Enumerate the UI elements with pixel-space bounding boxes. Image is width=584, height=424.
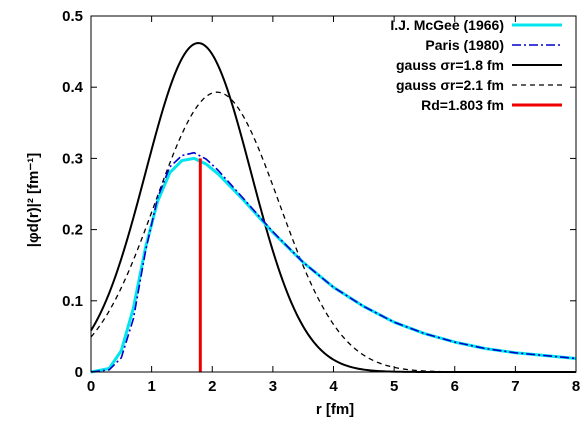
axes bbox=[90, 15, 577, 373]
x-tick-label: 8 bbox=[572, 378, 580, 395]
x-tick-label: 2 bbox=[208, 378, 216, 395]
y-tick-label: 0.5 bbox=[62, 8, 83, 25]
y-tick-label: 0.3 bbox=[62, 150, 83, 167]
x-tick-label: 1 bbox=[147, 378, 155, 395]
legend-label-4: Rd=1.803 fm bbox=[421, 97, 504, 113]
x-tick-label: 4 bbox=[329, 378, 338, 395]
series-line-1 bbox=[90, 151, 577, 373]
x-tick-label: 3 bbox=[269, 378, 277, 395]
y-tick-label: 0 bbox=[75, 364, 83, 381]
x-axis-label: r [fm] bbox=[316, 401, 354, 418]
y-tick-label: 0.2 bbox=[62, 222, 83, 239]
tick-labels: 0 1 2 3 4 5 6 7 8 0 0.1 0.2 0.3 0.4 0.5 bbox=[62, 8, 580, 395]
legend-label-0: I.J. McGee (1966) bbox=[390, 17, 504, 33]
legend-label-1: Paris (1980) bbox=[425, 37, 504, 53]
legend-label-3: gauss σr=2.1 fm bbox=[396, 77, 504, 93]
legend-label-2: gauss σr=1.8 fm bbox=[396, 57, 504, 73]
x-tick-label: 0 bbox=[87, 378, 95, 395]
x-tick-label: 6 bbox=[451, 378, 459, 395]
y-axis-label: |φd(r)|² [fm⁻¹] bbox=[25, 153, 42, 248]
y-tick-label: 0.4 bbox=[62, 79, 84, 96]
series-line-0 bbox=[90, 156, 577, 374]
y-tick-label: 0.1 bbox=[62, 293, 83, 310]
x-tick-label: 5 bbox=[390, 378, 398, 395]
x-tick-label: 7 bbox=[511, 378, 519, 395]
legend: I.J. McGee (1966) Paris (1980) gauss σr=1.… bbox=[390, 17, 562, 113]
series-line-3 bbox=[90, 91, 576, 373]
